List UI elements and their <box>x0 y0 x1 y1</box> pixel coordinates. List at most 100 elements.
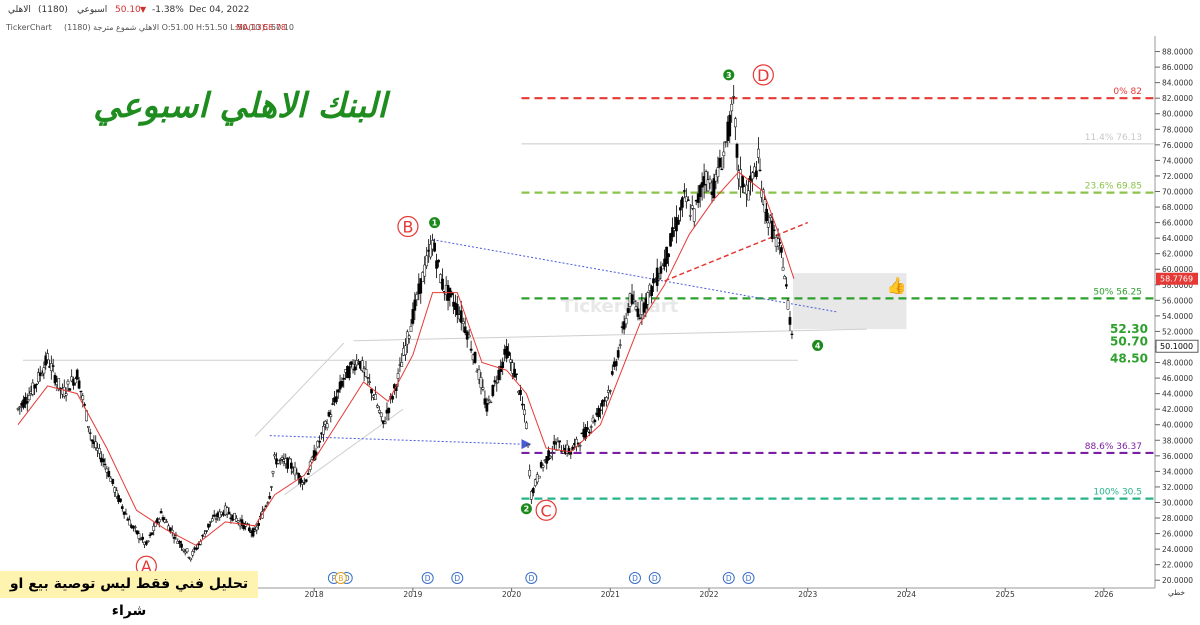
candle-body <box>567 448 571 454</box>
candle-body <box>469 348 473 351</box>
period-label[interactable]: اسبوعي <box>77 5 108 15</box>
candle-body <box>225 507 229 515</box>
candle-body <box>481 387 485 390</box>
y-tick-label: 42.0000 <box>1162 405 1193 414</box>
channel-line-upper <box>254 342 345 437</box>
candle-body <box>692 208 696 222</box>
candle-body <box>396 373 400 379</box>
candle-body <box>107 471 111 477</box>
candle-body <box>137 533 141 539</box>
candle-body <box>679 207 682 211</box>
candle-body <box>62 386 66 397</box>
candle-body <box>148 534 152 536</box>
fib-label: 88.6% 36.37 <box>1085 442 1142 452</box>
candle-body <box>519 389 522 395</box>
candle-body <box>325 423 329 429</box>
candle-body <box>485 403 489 412</box>
candle-body <box>439 274 442 283</box>
price-chart[interactable]: 20.0000 22.0000 24.0000 26.0000 28.0000 30.00… <box>0 0 1200 599</box>
y-tick-label: 22.0000 <box>1162 561 1193 570</box>
ma-price-tag-label: 58.7769 <box>1160 275 1193 284</box>
candle-body <box>423 264 427 277</box>
candle-body <box>79 390 83 393</box>
candle-body <box>86 425 90 428</box>
candle-body <box>698 185 702 198</box>
candle-body <box>671 227 674 238</box>
wave-label-circle <box>397 215 419 238</box>
candle-body <box>741 175 744 188</box>
wave-label-circle <box>752 64 774 86</box>
candle-body <box>27 395 31 401</box>
wave-number-circle <box>812 339 824 351</box>
candle-body <box>209 521 212 523</box>
candle-body <box>329 414 333 418</box>
candle-body <box>211 518 214 522</box>
candle-body <box>77 380 81 389</box>
candle-body <box>487 399 491 401</box>
wave-label-circle <box>535 499 557 521</box>
wave-label-a: A <box>141 557 152 576</box>
watermark: TickerChart <box>561 296 679 317</box>
y-tick-label: 54.0000 <box>1162 312 1193 321</box>
candle-body <box>278 459 282 461</box>
candle-body <box>704 171 708 185</box>
wave-number-circle <box>429 217 441 229</box>
candle-body <box>728 114 732 137</box>
candle-body <box>340 380 344 387</box>
candle-body <box>331 403 335 405</box>
candle-body <box>374 394 377 400</box>
ma13-line <box>17 171 795 546</box>
candle-body <box>152 525 156 531</box>
candle-body <box>212 514 216 517</box>
candle-body <box>375 405 379 408</box>
candle-body <box>772 229 776 231</box>
candle-body <box>113 487 117 493</box>
candle-body <box>669 233 672 247</box>
y-tick-label: 34.0000 <box>1162 467 1193 476</box>
y-tick-label: 44.0000 <box>1162 390 1193 399</box>
candle-body <box>183 551 187 554</box>
candle-body <box>172 536 176 539</box>
candle-body <box>556 441 560 451</box>
candle-body <box>513 368 516 378</box>
candle-body <box>170 529 174 533</box>
candle-body <box>163 519 167 523</box>
red-trendline <box>664 221 809 282</box>
candle-body <box>146 540 150 542</box>
candle-body <box>441 278 444 290</box>
last-price-tag <box>1155 339 1199 353</box>
candle-body <box>415 294 419 300</box>
candle-body <box>634 306 638 310</box>
candle-body <box>288 458 291 460</box>
fib-label: 100% 30.5 <box>1093 488 1142 498</box>
candle-body <box>597 407 600 418</box>
candle-body <box>526 444 530 447</box>
y-tick-label: 26.0000 <box>1162 530 1193 539</box>
candle-body <box>53 375 57 384</box>
candle-body <box>233 512 236 520</box>
y-tick-label: 78.0000 <box>1162 125 1193 134</box>
y-tick-label: 46.0000 <box>1162 374 1193 383</box>
candle-body <box>630 294 634 304</box>
candle-body <box>761 189 765 205</box>
candle-body <box>684 196 688 202</box>
split-marker-label: B <box>338 574 343 583</box>
candle-body <box>552 441 556 445</box>
candle-body <box>646 292 650 305</box>
candle-body <box>599 409 602 411</box>
candle-body <box>289 462 293 469</box>
candle-body <box>157 519 161 523</box>
candle-body <box>491 385 495 396</box>
ma-value: 58.78 <box>263 23 286 32</box>
candle-body <box>271 471 275 474</box>
wave-number-3: 3 <box>726 71 732 80</box>
candle-body <box>755 170 758 177</box>
candle-body <box>49 363 53 372</box>
candle-body <box>251 528 255 537</box>
candle-body <box>370 388 373 394</box>
candle-body <box>404 345 407 355</box>
candle-body <box>122 511 126 515</box>
y-tick-label: 68.0000 <box>1162 203 1193 212</box>
dividend-marker-label: D <box>344 574 350 583</box>
symbol-name[interactable]: الاهلي <box>8 5 31 15</box>
